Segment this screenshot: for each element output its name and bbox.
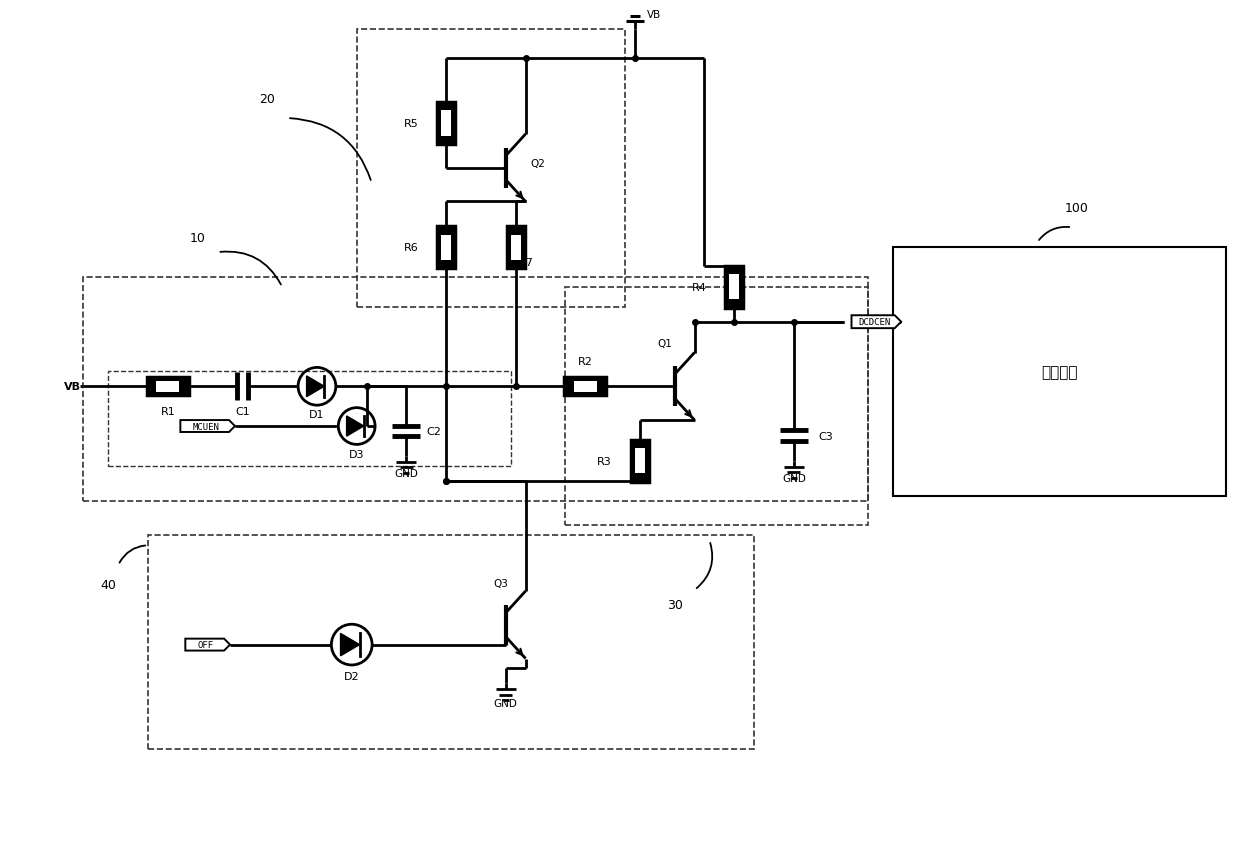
FancyBboxPatch shape xyxy=(438,227,455,269)
FancyBboxPatch shape xyxy=(729,276,739,300)
FancyBboxPatch shape xyxy=(438,103,455,145)
Text: VB: VB xyxy=(647,9,661,20)
FancyArrowPatch shape xyxy=(697,543,712,589)
Text: DCDCEN: DCDCEN xyxy=(858,318,890,327)
FancyBboxPatch shape xyxy=(635,449,645,474)
Text: 20: 20 xyxy=(259,92,275,106)
FancyBboxPatch shape xyxy=(156,381,180,393)
Text: R7: R7 xyxy=(518,257,533,268)
FancyArrowPatch shape xyxy=(221,252,281,285)
Bar xyxy=(565,288,868,526)
Text: R6: R6 xyxy=(403,243,418,253)
Polygon shape xyxy=(180,420,236,432)
Text: D2: D2 xyxy=(343,672,360,682)
Text: OFF: OFF xyxy=(197,641,213,649)
Text: GND: GND xyxy=(494,698,517,709)
FancyBboxPatch shape xyxy=(574,381,596,393)
Text: GND: GND xyxy=(394,468,418,478)
Text: 10: 10 xyxy=(190,232,206,245)
FancyBboxPatch shape xyxy=(631,441,649,482)
FancyArrowPatch shape xyxy=(1039,227,1069,241)
FancyBboxPatch shape xyxy=(725,267,743,308)
Bar xyxy=(108,372,511,466)
Text: C2: C2 xyxy=(427,426,441,437)
Text: 100: 100 xyxy=(1065,201,1089,214)
Polygon shape xyxy=(185,639,231,651)
Text: R1: R1 xyxy=(160,406,175,417)
Text: R3: R3 xyxy=(598,456,613,467)
FancyBboxPatch shape xyxy=(441,235,451,260)
Text: 30: 30 xyxy=(667,598,682,611)
Text: C3: C3 xyxy=(818,431,833,442)
FancyBboxPatch shape xyxy=(507,227,525,269)
FancyBboxPatch shape xyxy=(564,378,606,396)
Text: R2: R2 xyxy=(578,357,593,367)
Text: R5: R5 xyxy=(403,119,418,129)
Text: Q3: Q3 xyxy=(494,579,508,588)
Polygon shape xyxy=(341,634,360,656)
Text: D1: D1 xyxy=(309,410,325,419)
Text: D3: D3 xyxy=(348,449,365,459)
FancyArrowPatch shape xyxy=(290,119,371,181)
Bar xyxy=(357,29,625,307)
Text: Q1: Q1 xyxy=(657,338,672,348)
FancyBboxPatch shape xyxy=(441,111,451,136)
Text: VB: VB xyxy=(63,381,81,392)
Text: R4: R4 xyxy=(692,282,707,293)
Polygon shape xyxy=(347,417,363,437)
Text: 40: 40 xyxy=(100,579,117,592)
Polygon shape xyxy=(852,316,901,329)
FancyArrowPatch shape xyxy=(119,546,145,563)
Text: Q2: Q2 xyxy=(531,158,546,169)
FancyBboxPatch shape xyxy=(511,235,521,260)
Text: C1: C1 xyxy=(236,406,249,417)
FancyBboxPatch shape xyxy=(148,378,188,396)
Polygon shape xyxy=(306,376,324,397)
Bar xyxy=(148,536,754,749)
Bar xyxy=(83,277,868,501)
Text: MCUEN: MCUEN xyxy=(192,422,219,431)
Text: GND: GND xyxy=(782,474,806,483)
Bar xyxy=(893,248,1226,496)
Text: 电源芯片: 电源芯片 xyxy=(1042,364,1078,380)
